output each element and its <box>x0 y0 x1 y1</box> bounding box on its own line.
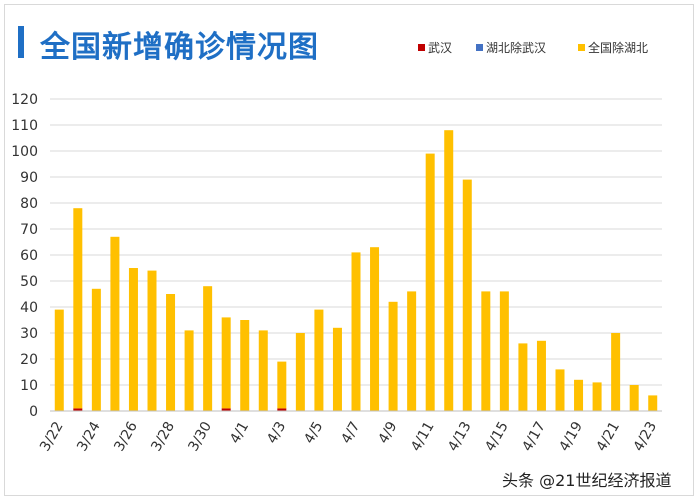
bar-national-ex-hubei <box>277 361 287 409</box>
x-tick-label: 4/7 <box>338 419 363 447</box>
x-tick-label: 3/22 <box>37 419 67 454</box>
y-tick-label: 0 <box>29 404 38 420</box>
bar-national-ex-hubei <box>91 288 101 411</box>
bar-national-ex-hubei <box>166 294 176 411</box>
x-tick-label: 4/3 <box>264 419 289 447</box>
bar-national-ex-hubei <box>184 330 194 411</box>
x-tick-label: 3/30 <box>186 419 216 454</box>
title-accent-bar <box>18 26 24 58</box>
bar-national-ex-hubei <box>54 309 64 411</box>
y-tick-label: 60 <box>20 248 38 264</box>
y-tick-label: 80 <box>20 196 38 212</box>
bar-national-ex-hubei <box>388 301 398 411</box>
chart-title: 全国新增确诊情况图 <box>40 30 319 65</box>
x-tick-label: 4/11 <box>408 419 438 454</box>
bar-national-ex-hubei <box>481 291 491 411</box>
x-tick-label: 4/23 <box>631 419 661 454</box>
bar-national-ex-hubei <box>407 291 417 411</box>
bar-national-ex-hubei <box>73 208 83 409</box>
bar-national-ex-hubei <box>462 179 472 411</box>
y-tick-label: 70 <box>20 222 38 238</box>
x-tick-label: 4/21 <box>594 419 624 454</box>
bar-national-ex-hubei <box>332 327 342 411</box>
y-tick-label: 30 <box>20 326 38 342</box>
x-tick-label: 3/24 <box>74 419 104 454</box>
bar-national-ex-hubei <box>147 270 157 411</box>
bar-wuhan <box>221 408 231 411</box>
bar-wuhan <box>73 408 83 411</box>
x-tick-label: 4/19 <box>556 419 586 454</box>
bar-national-ex-hubei <box>110 236 120 411</box>
y-tick-label: 40 <box>20 300 38 316</box>
bar-national-ex-hubei <box>574 379 584 411</box>
bar-national-ex-hubei <box>499 291 509 411</box>
y-tick-label: 90 <box>20 170 38 186</box>
x-tick-label: 4/1 <box>227 419 252 447</box>
bar-national-ex-hubei <box>240 320 250 411</box>
legend-swatch <box>578 44 585 51</box>
legend-swatch <box>476 44 483 51</box>
bar-national-ex-hubei <box>221 317 231 409</box>
legend-label: 武汉 <box>428 41 452 55</box>
bar-national-ex-hubei <box>629 385 639 411</box>
bar-national-ex-hubei <box>351 252 361 411</box>
y-tick-label: 120 <box>11 92 38 108</box>
bar-national-ex-hubei <box>555 369 565 411</box>
bar-national-ex-hubei <box>536 340 546 411</box>
bar-national-ex-hubei <box>314 309 324 411</box>
bar-national-ex-hubei <box>258 330 268 411</box>
x-tick-label: 3/26 <box>111 419 141 454</box>
bar-national-ex-hubei <box>518 343 528 411</box>
legend-swatch <box>418 44 425 51</box>
bar-national-ex-hubei <box>370 247 380 411</box>
y-tick-label: 110 <box>11 118 38 134</box>
bar-national-ex-hubei <box>295 333 305 411</box>
bar-national-ex-hubei <box>611 333 621 411</box>
x-tick-label: 4/9 <box>375 419 400 447</box>
watermark-text: 头条 @21世纪经济报道 <box>498 466 676 492</box>
bar-national-ex-hubei <box>648 395 658 411</box>
y-tick-label: 50 <box>20 274 38 290</box>
bar-national-ex-hubei <box>592 382 602 411</box>
x-tick-label: 4/15 <box>482 419 512 454</box>
x-tick-label: 4/5 <box>301 419 326 447</box>
legend-label: 湖北除武汉 <box>486 40 546 55</box>
bar-national-ex-hubei <box>128 268 138 411</box>
x-tick-label: 4/17 <box>519 419 549 454</box>
x-tick-label: 3/28 <box>148 419 178 454</box>
y-tick-label: 20 <box>20 352 38 368</box>
bar-wuhan <box>277 408 287 411</box>
y-tick-label: 10 <box>20 378 38 394</box>
x-tick-label: 4/13 <box>445 419 475 454</box>
bar-national-ex-hubei <box>203 286 213 411</box>
y-tick-label: 100 <box>11 144 38 160</box>
bar-national-ex-hubei <box>444 130 454 411</box>
bar-national-ex-hubei <box>425 153 435 411</box>
legend-label: 全国除湖北 <box>588 40 648 55</box>
